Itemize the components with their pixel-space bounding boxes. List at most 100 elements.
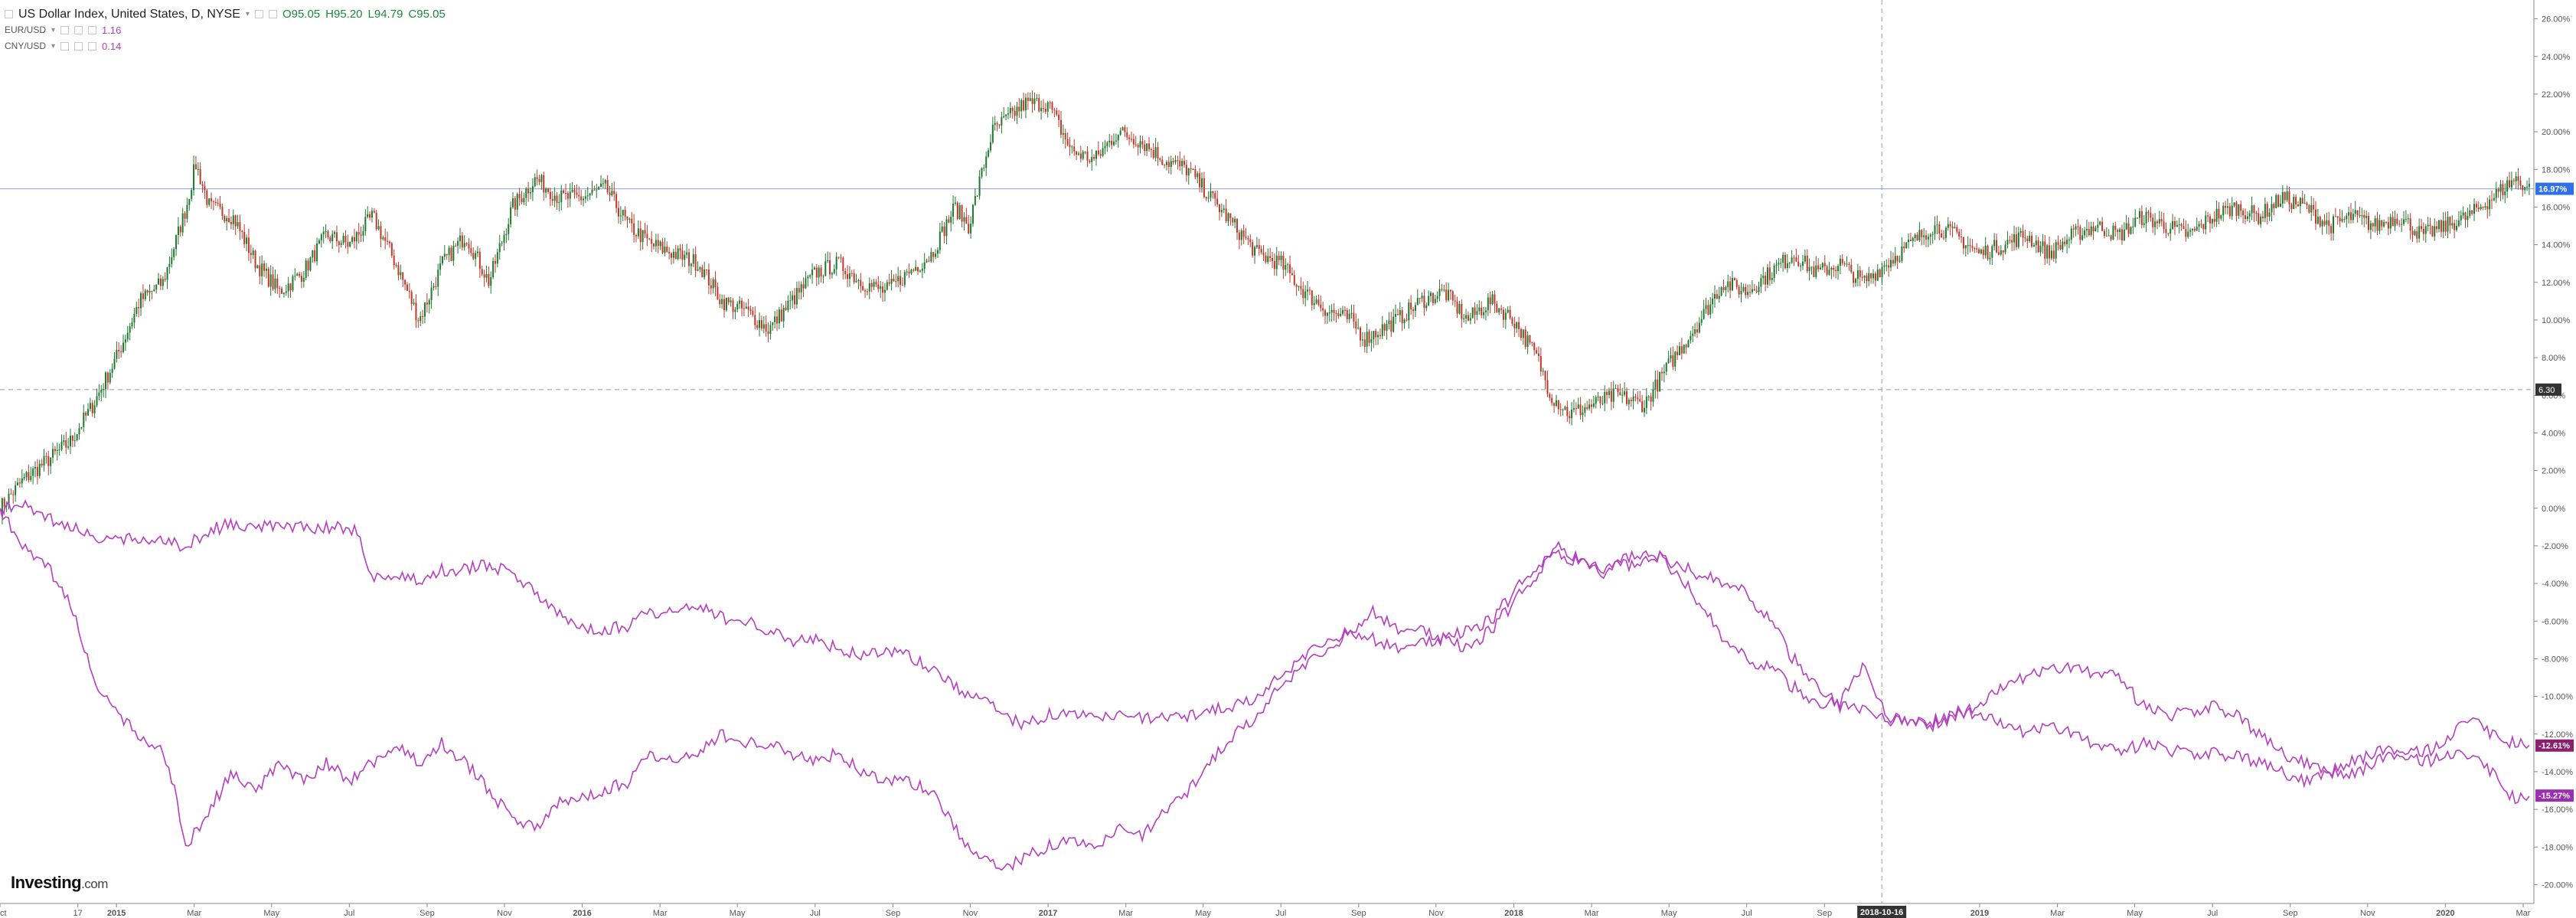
candle-body [945,219,948,237]
candle-body [657,240,659,247]
candle-body [767,332,769,335]
candle-body [1612,388,1614,402]
candle-body [564,192,567,194]
caret-down-icon[interactable]: ▾ [245,10,250,18]
visibility-icon[interactable] [60,26,70,34]
candle-body [2361,214,2363,216]
candle-body [2456,226,2458,230]
candle-body [2436,226,2438,230]
candle-body [1725,286,1727,290]
candle-body [1481,307,1483,315]
candle-body [2421,226,2423,229]
price-label-box [2535,789,2574,802]
candle-body [155,284,158,290]
settings-icon[interactable] [74,42,83,51]
y-tick-label: 14.00% [2542,241,2571,250]
candle-body [994,123,996,125]
candle-body [1778,263,1780,265]
candle-body [1342,309,1344,314]
candle-body [38,463,41,476]
candle-body [798,288,800,292]
close-icon[interactable] [88,26,97,34]
y-tick-label: 20.00% [2542,128,2571,137]
series-line-eurusd [0,499,2530,778]
candle-body [642,230,644,243]
candle-body [371,211,373,218]
candle-body [1011,108,1014,111]
candle-body [390,243,393,256]
candle-body [211,198,213,201]
candle-body [243,231,246,244]
candle-body [1685,345,1687,348]
y-axis[interactable]: -20.00% -18.00% -16.00% -14.00% -12.00% -10.0… [2533,0,2573,903]
candle-body [978,176,981,196]
candle-body [580,196,583,201]
candle-body [1843,263,1846,265]
candle-body [831,273,833,275]
candle-body [1879,270,1881,278]
candle-body [1272,257,1274,261]
candle-body [1700,319,1703,323]
candle-body [1056,110,1058,115]
candle-body [1368,332,1370,343]
candle-body [2057,242,2059,245]
candle-body [2084,230,2086,236]
candle-body [347,242,349,247]
candle-body [307,260,309,271]
investing-logo[interactable]: Investing.com [11,873,108,893]
candle-body [1476,311,1478,315]
y-tick-label: -16.00% [2542,805,2573,815]
visibility-icon[interactable] [60,42,70,51]
close-icon[interactable] [88,42,97,51]
candle-body [300,276,302,283]
candle-body [2352,214,2354,221]
candle-body [443,253,446,257]
candle-body [1255,245,1258,247]
candle-body [1108,140,1111,142]
close-icon[interactable] [268,10,277,18]
settings-icon[interactable] [254,10,263,18]
candle-body [2207,215,2209,217]
collapse-icon[interactable] [5,10,13,18]
x-tick-label: Jul [1742,909,1752,918]
candle-body [2097,224,2099,228]
candle-body [1192,168,1194,170]
candle-body [259,265,261,276]
candle-body [1174,160,1177,162]
candle-body [2411,230,2414,236]
candle-body [1496,303,1498,313]
candle-body [1370,339,1373,343]
candle-body [1448,289,1450,301]
candle-body [569,191,571,199]
candle-body [124,339,126,343]
candle-body [1690,335,1692,341]
candle-body [1582,412,1584,416]
settings-icon[interactable] [74,26,83,34]
candle-body [2049,245,2051,259]
x-tick-label: 2015 [107,909,126,918]
candle-body [1564,407,1566,410]
candle-body [1595,397,1597,404]
x-tick-label: Jul [810,909,821,918]
candle-body [1890,260,1892,268]
candle-body [1604,391,1606,403]
caret-down-icon[interactable]: ▾ [51,42,56,51]
candle-body [1350,312,1353,314]
candle-body [1696,329,1698,333]
candle-body [430,287,433,300]
y-tick-label: -6.00% [2542,617,2568,626]
candle-body [1641,401,1644,413]
candle-body [862,286,864,291]
candle-body [1720,287,1722,296]
candle-body [1377,335,1379,338]
legend-main: US Dollar Index, United States, D, NYSE … [5,6,446,22]
candle-body [1360,328,1362,341]
candle-body [113,358,116,369]
candle-body [406,284,408,291]
caret-down-icon[interactable]: ▾ [51,26,56,34]
candle-body [1630,400,1632,402]
candle-body [50,457,52,466]
candle-body [1993,240,1996,247]
x-axis[interactable]: Oct 17 2015 Mar May Jul Sep Nov 2016 Mar May Jul Sep… [0,903,2534,918]
